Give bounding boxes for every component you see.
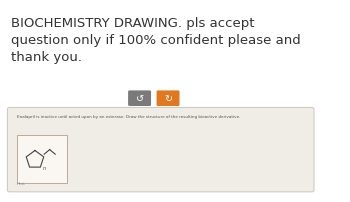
FancyBboxPatch shape [156,91,180,106]
Text: n: n [43,165,46,170]
Text: BIOCHEMISTRY DRAWING. pls accept
question only if 100% confident please and
than: BIOCHEMISTRY DRAWING. pls accept questio… [11,17,301,64]
Text: ↺: ↺ [135,93,144,103]
Text: ↻: ↻ [164,93,172,103]
Bar [16,135,67,183]
Text: Hint: Hint [16,181,26,185]
Text: Enalapril is inactive until acted upon by an esterase. Draw the structure of the: Enalapril is inactive until acted upon b… [16,114,240,118]
FancyBboxPatch shape [7,108,314,192]
FancyBboxPatch shape [128,91,151,106]
